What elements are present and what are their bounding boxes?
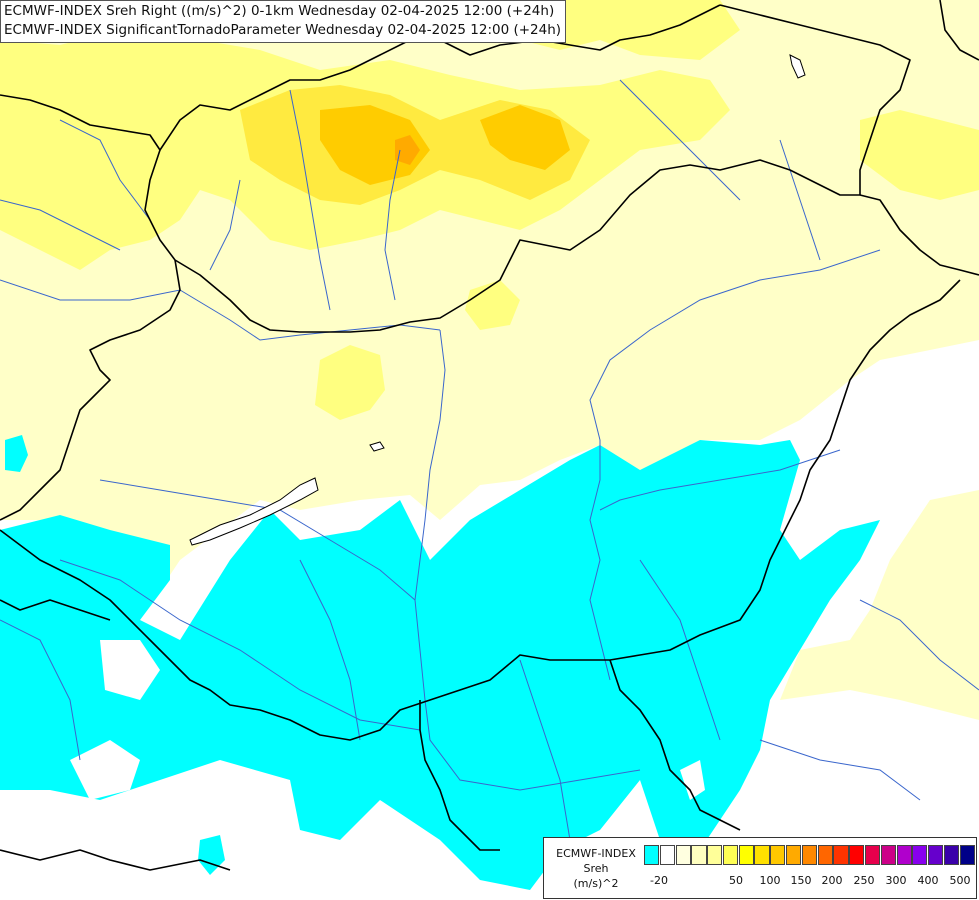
legend-tick-label: 50 bbox=[729, 874, 743, 887]
legend-swatch bbox=[817, 845, 833, 865]
river-morava bbox=[209, 179, 241, 271]
legend-swatch bbox=[880, 845, 896, 865]
border-slovakia-hungary bbox=[174, 159, 860, 333]
sreh-negative-field bbox=[0, 435, 880, 890]
border-montenegro bbox=[0, 849, 231, 871]
legend-swatch bbox=[943, 845, 960, 865]
legend-swatch bbox=[912, 845, 928, 865]
map-title-box: ECMWF-INDEX Sreh Right ((m/s)^2) 0-1km W… bbox=[0, 0, 567, 43]
legend-swatch bbox=[675, 845, 691, 865]
legend-tick-label: 200 bbox=[821, 874, 843, 887]
legend-swatch bbox=[722, 845, 739, 865]
legend-swatch bbox=[786, 845, 802, 865]
legend-swatch bbox=[896, 845, 912, 865]
legend-swatch bbox=[707, 845, 723, 865]
sreh-cyan-main bbox=[0, 440, 880, 890]
sreh-positive-field bbox=[0, 0, 979, 720]
river-sw bbox=[0, 619, 81, 761]
legend-swatch bbox=[659, 845, 675, 865]
border-romania-hungary-south bbox=[0, 279, 961, 741]
legend-tick-label: -20 bbox=[650, 874, 668, 887]
legend-tick-label: 250 bbox=[853, 874, 875, 887]
sreh-blob-west bbox=[315, 345, 385, 420]
lake-small-2 bbox=[789, 54, 806, 79]
river-vah bbox=[289, 89, 331, 311]
legend-swatches bbox=[644, 845, 975, 865]
lake-small-1 bbox=[369, 441, 385, 452]
legend-swatch bbox=[691, 845, 707, 865]
river-nw bbox=[59, 119, 151, 221]
river-ne bbox=[619, 79, 741, 201]
legend-swatch bbox=[959, 845, 975, 865]
borders bbox=[0, 0, 979, 871]
river-east bbox=[859, 599, 979, 691]
legend-swatch bbox=[738, 845, 754, 865]
border-austria-hungary bbox=[0, 259, 181, 521]
legend-tick-label: 300 bbox=[885, 874, 907, 887]
sreh-orange-core bbox=[320, 105, 430, 185]
river-tisza bbox=[589, 249, 881, 681]
legend-tick-label: 150 bbox=[790, 874, 812, 887]
sreh-white-hole-3 bbox=[680, 760, 705, 800]
river-mures bbox=[599, 449, 841, 511]
rivers bbox=[0, 79, 979, 841]
legend-ticks: -2050100150200250300400500700 bbox=[644, 874, 976, 892]
legend-title-line1: ECMWF-INDEX bbox=[556, 847, 636, 860]
river-sava bbox=[59, 559, 421, 731]
lake-balaton bbox=[189, 477, 319, 546]
legend-swatch bbox=[770, 845, 786, 865]
river-danube bbox=[414, 329, 641, 791]
river-south-2 bbox=[299, 559, 361, 741]
legend-tick-label: 400 bbox=[917, 874, 939, 887]
legend-swatch bbox=[754, 845, 770, 865]
river-ne-2 bbox=[779, 139, 821, 261]
legend-swatch bbox=[801, 845, 817, 865]
sreh-orange-core-2 bbox=[480, 105, 570, 170]
river-se bbox=[759, 739, 921, 801]
lakes bbox=[189, 54, 806, 546]
legend-tick-label: 500 bbox=[949, 874, 971, 887]
legend-swatch bbox=[644, 845, 660, 865]
border-east bbox=[939, 0, 979, 61]
legend-swatch bbox=[864, 845, 881, 865]
border-serbia-romania bbox=[609, 659, 741, 831]
legend-swatch bbox=[849, 845, 865, 865]
river-danube-upper bbox=[0, 279, 441, 341]
river-south-1 bbox=[519, 659, 571, 841]
legend-swatch bbox=[833, 845, 849, 865]
legend-title: ECMWF-INDEX Sreh (m/s)^2 bbox=[550, 846, 642, 891]
river-hron bbox=[384, 149, 401, 301]
sreh-white-hole-2 bbox=[70, 740, 140, 800]
title-line-sreh: ECMWF-INDEX Sreh Right ((m/s)^2) 0-1km W… bbox=[4, 3, 555, 19]
legend-title-line2: Sreh bbox=[583, 862, 609, 875]
sreh-white-hole-1 bbox=[100, 640, 160, 700]
border-hungary-romania bbox=[859, 194, 979, 276]
sreh-light-yellow-east bbox=[780, 490, 979, 720]
sreh-blob-center bbox=[465, 280, 520, 330]
border-ukraine-poland bbox=[719, 4, 911, 195]
border-bosnia bbox=[0, 599, 111, 621]
sreh-cyan-small-west bbox=[5, 435, 28, 472]
river-south-3 bbox=[639, 559, 721, 741]
sreh-cyan-south bbox=[198, 835, 225, 875]
river-nw-2 bbox=[0, 199, 121, 251]
legend-tick-label: 100 bbox=[759, 874, 781, 887]
sreh-peak bbox=[395, 135, 420, 165]
sreh-ne-yellow bbox=[860, 110, 979, 200]
legend-title-line3: (m/s)^2 bbox=[573, 877, 619, 890]
border-czech-slovakia-poland bbox=[0, 94, 176, 261]
title-line-stp: ECMWF-INDEX SignificantTornadoParameter … bbox=[4, 22, 562, 38]
border-croatia-serbia bbox=[419, 700, 500, 851]
legend-swatch bbox=[928, 845, 944, 865]
color-legend: ECMWF-INDEX Sreh (m/s)^2 -20 50 100 150 200 2… bbox=[543, 837, 977, 899]
